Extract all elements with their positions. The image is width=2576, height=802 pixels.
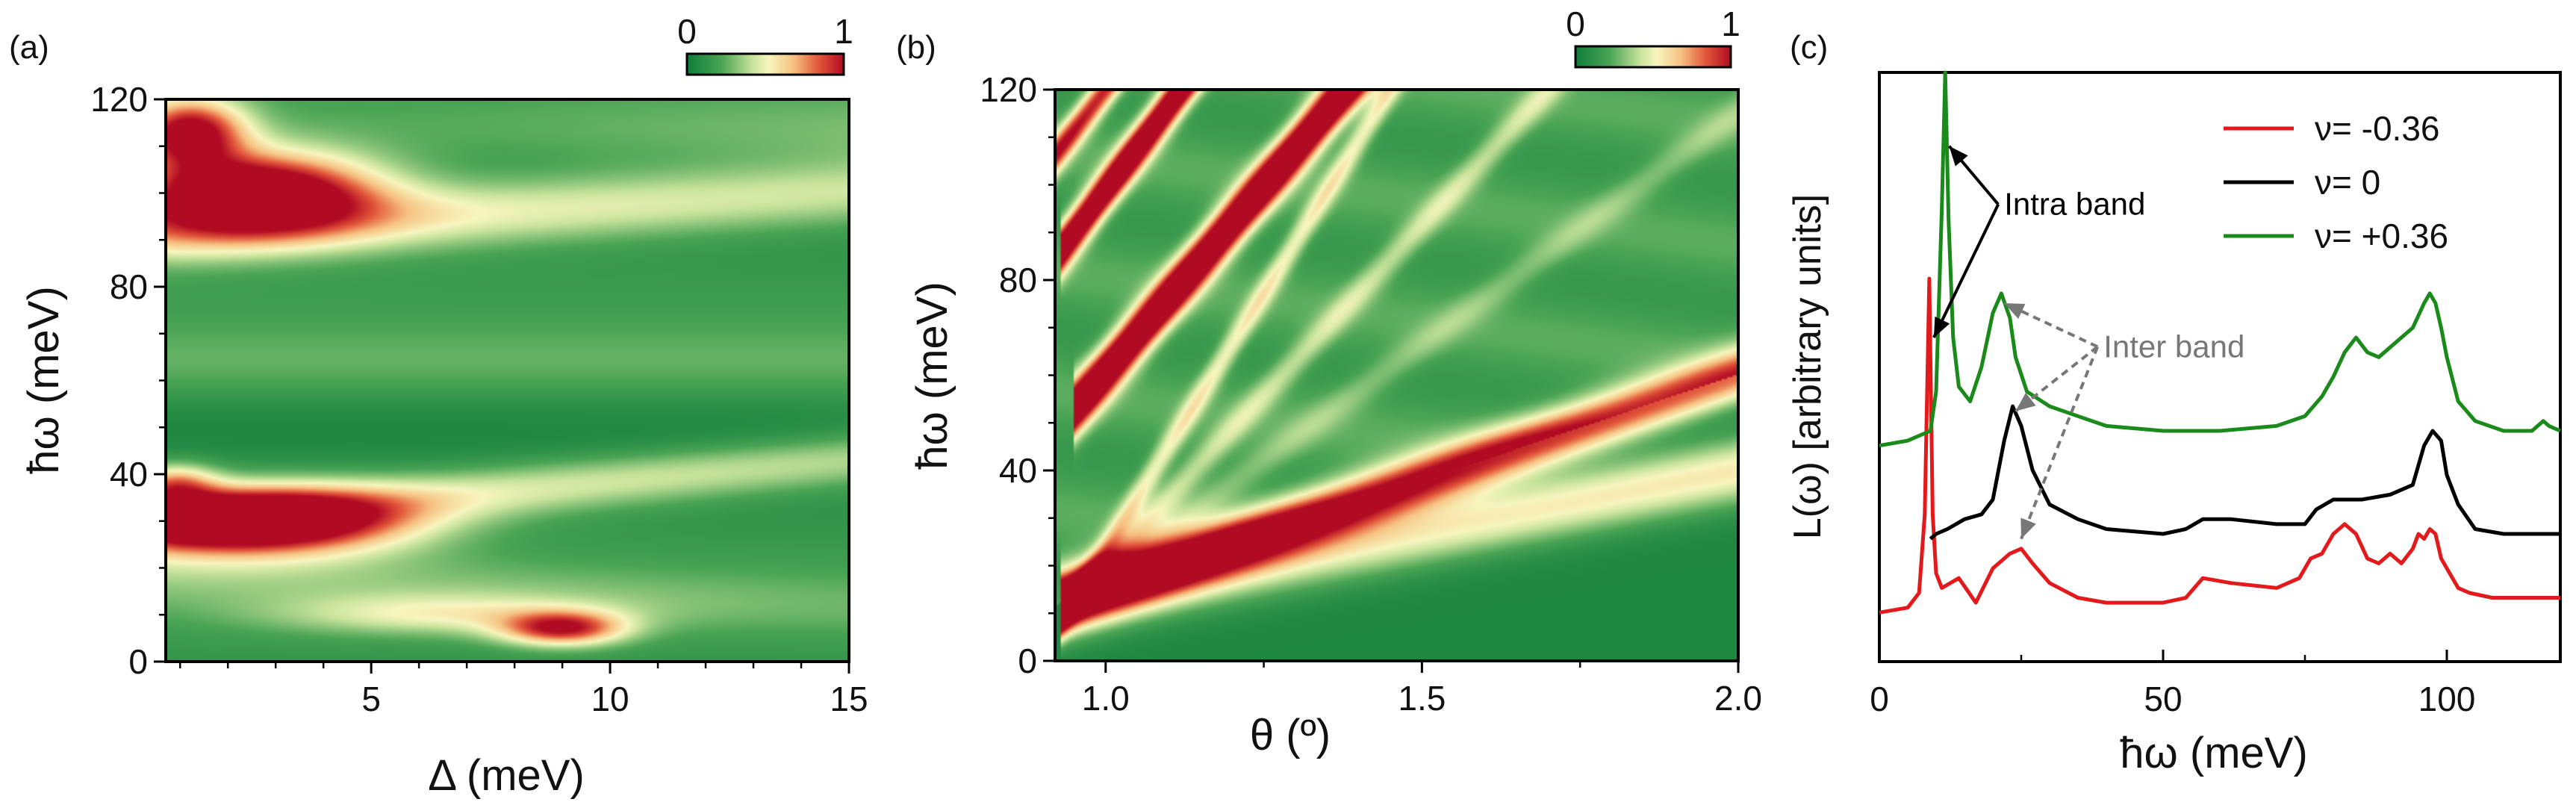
colorbar-b-min-label: 0: [1566, 4, 1585, 43]
y-tick-label: 40: [110, 455, 148, 494]
x-tick-label: 15: [830, 680, 868, 718]
panel-a-label: (a): [9, 29, 49, 66]
x-axis-title-a: Δ (meV): [428, 751, 585, 800]
x-axis-title-c: ħω (meV): [2120, 729, 2308, 777]
x-tick-label: 2.0: [1714, 679, 1762, 718]
annotations-c: Intra band Inter band: [1932, 145, 2244, 540]
annotation-arrow-line: [2020, 346, 2100, 540]
y-tick-label: 120: [90, 80, 148, 119]
heatmap-a-image: [166, 99, 849, 662]
y-axis-title-a: ħω (meV): [19, 286, 68, 474]
panel-b-label: (b): [896, 29, 936, 66]
legend-c: ν= -0.36 ν= 0 ν= +0.36: [2224, 109, 2448, 255]
colorbar-a-min-label: 0: [677, 12, 697, 51]
y-tick-label: 0: [128, 642, 148, 681]
annotation-arrow-head: [1949, 146, 1968, 167]
x-tick-label: 10: [591, 680, 629, 718]
series-line-1: [1929, 404, 2560, 541]
series-line-0: [1879, 276, 2560, 615]
x-tick-label: 1.0: [1082, 679, 1130, 718]
annotation-arrow-line: [2015, 345, 2099, 413]
x-tick-label: 0: [1870, 680, 1889, 718]
annotation-arrow-head: [2004, 303, 2026, 319]
axis-ticks-c: 0 50 100: [1870, 650, 2475, 718]
panel-a: (a) 0 1 5 10 15 0 40 80 120 Δ (meV) ħω (meV): [9, 12, 868, 800]
y-tick-label: 120: [980, 70, 1037, 109]
colorbar-a: [685, 52, 845, 76]
x-tick-label: 5: [361, 680, 381, 718]
annotation-label-0: Intra band: [2004, 187, 2145, 222]
annotation-arrow-line: [2003, 302, 2099, 349]
line-series-group: [1879, 70, 2561, 615]
legend-label: ν= 0: [2315, 163, 2380, 202]
legend-label: ν= -0.36: [2315, 109, 2440, 148]
x-tick-label: 100: [2418, 680, 2476, 718]
colorbar-b-max-label: 1: [1721, 4, 1740, 43]
series-line-2: [1879, 70, 2561, 448]
annotation-arrow-head: [1933, 316, 1950, 338]
heatmap-b-image: [1055, 90, 1738, 661]
axis-ticks-b: 1.0 1.5 2.0 0 40 80 120: [980, 70, 1762, 718]
colorbar-a-max-label: 1: [834, 12, 853, 51]
plot-frame-c: [1878, 71, 2562, 663]
axis-ticks-a: 5 10 15 0 40 80 120: [90, 80, 868, 718]
x-tick-label: 50: [2144, 680, 2182, 718]
y-tick-label: 80: [999, 261, 1037, 299]
x-axis-title-b: θ (º): [1250, 711, 1331, 759]
y-axis-title-b: ħω (meV): [908, 282, 956, 470]
annotation-arrow-head: [2020, 517, 2036, 539]
annotation-arrow-line: [1932, 203, 2000, 338]
x-tick-label: 1.5: [1398, 679, 1446, 718]
colorbar-b: [1574, 45, 1732, 69]
y-tick-label: 80: [110, 267, 148, 306]
y-tick-label: 0: [1018, 641, 1037, 680]
legend-label: ν= +0.36: [2315, 217, 2448, 255]
y-axis-title-c: L(ω) [arbitrary units]: [1786, 194, 1829, 540]
panel-b: (b) 0 1 1.0 1.5 2.0 0 40 80 120 θ (º) ħω (meV): [896, 4, 1762, 759]
panel-c-label: (c): [1790, 29, 1828, 66]
annotation-label-1: Inter band: [2103, 329, 2244, 364]
annotation-arrow-head: [2015, 392, 2036, 411]
y-tick-label: 40: [999, 451, 1037, 490]
